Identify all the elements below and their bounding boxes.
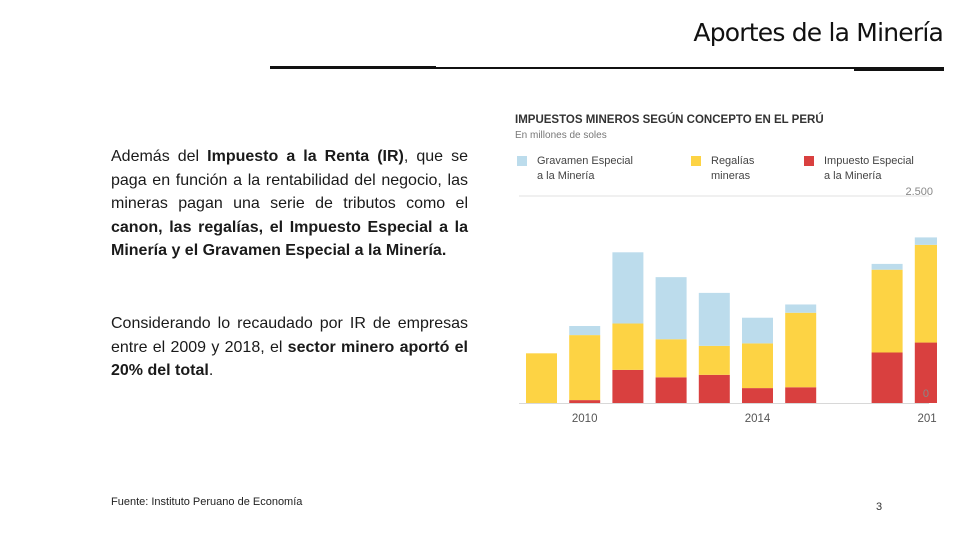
y-tick-label: 2.500 [905,186,933,198]
bar-segment [612,252,644,324]
paragraph-text: Además del [111,148,208,165]
chart-canvas: IMPUESTOS MINEROS SEGÚN CONCEPTO EN EL P… [515,113,937,425]
legend-swatch [804,156,814,166]
title-underline-right-accent [854,68,944,71]
legend-label: mineras [711,170,751,182]
bar-segment [655,377,687,403]
x-tick-label: 2018 [918,413,937,425]
legend-item: Impuesto Especial a la Minería [804,155,914,182]
chart-axis-labels: 2.500 0 2010 2014 2018 [572,186,937,425]
chart-subtitle: En millones de soles [515,130,607,141]
bar-segment [742,388,773,403]
title-underline-left-accent [270,66,436,69]
mining-taxes-chart: IMPUESTOS MINEROS SEGÚN CONCEPTO EN EL P… [505,100,937,435]
bar-segment [526,353,557,403]
paragraph-taxes: Además del Impuesto a la Renta (IR), que… [111,145,468,263]
source-note: Fuente: Instituto Peruano de Economía [111,496,303,508]
bar-segment [612,369,644,403]
bar-segment [698,374,730,403]
x-tick-label: 2014 [745,413,771,425]
bar-segment [612,323,644,370]
paragraph-text: . [208,362,214,379]
paragraph-text: , que se paga en función a la rentabilid… [111,148,468,212]
title-underline [270,67,944,69]
legend-swatch [517,156,527,166]
paragraph-contribution: Considerando lo recaudado por IR de empr… [111,312,468,383]
legend-swatch [691,156,701,166]
legend-label: Gravamen Especial [537,155,633,167]
bar-segment [742,343,773,389]
page-number: 3 [876,501,883,513]
chart-gridlines [519,195,929,404]
bar-segment [742,317,773,344]
bar-segment [569,400,601,403]
bar-segment [914,244,937,343]
legend-label: a la Minería [824,170,882,182]
paragraph-bold-text: Impuesto a la Renta (IR) [207,148,404,165]
chart-title: IMPUESTOS MINEROS SEGÚN CONCEPTO EN EL P… [515,113,824,126]
bar-segment [871,269,903,353]
bar-segment [698,345,730,375]
paragraph-bold-text: sector minero aportó el 20% del total [111,338,468,380]
bar-segment [655,277,687,340]
paragraph-text: Considerando lo recaudado por IR de empr… [111,315,468,356]
bar-segment [569,325,601,336]
bar-segment [871,263,903,270]
legend-label: a la Minería [537,170,595,182]
bar-segment [871,352,903,403]
bar-segment [914,237,937,245]
y-tick-label: 0 [923,388,929,400]
paragraph-bold-text: canon, las regalías, el Impuesto Especia… [111,218,468,260]
legend-label: Impuesto Especial [824,155,914,167]
bar-segment [655,339,687,378]
chart-bars [526,237,937,403]
legend-label: Regalías [711,155,755,167]
bar-segment [785,387,817,403]
bar-segment [698,292,730,346]
legend-item: Regalías mineras [691,155,755,182]
slide-title: Aportes de la Minería [693,18,943,47]
bar-segment [914,342,937,403]
bar-segment [569,335,601,401]
bar-segment [785,304,817,313]
legend-item: Gravamen Especial a la Minería [517,155,633,182]
x-tick-label: 2010 [572,413,598,425]
bar-segment [785,312,817,388]
chart-legend: Gravamen Especial a la Minería Regalías min… [517,155,914,182]
